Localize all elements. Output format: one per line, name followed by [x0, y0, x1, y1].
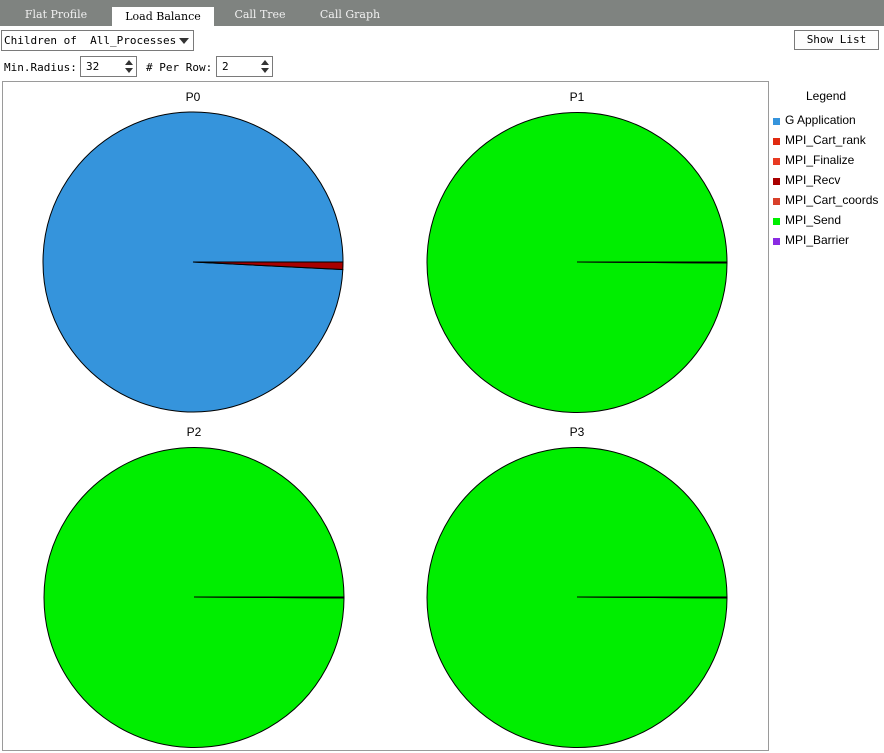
pie-slice [192, 261, 344, 271]
min-radius-spinner[interactable]: 32 [80, 56, 137, 77]
legend-swatch [773, 198, 780, 205]
pie-chart-panel: P0 P1 P2 P3 [2, 81, 769, 751]
legend-swatch [773, 118, 780, 125]
legend-label: G Application [785, 113, 856, 127]
pie-slice [576, 261, 728, 264]
pie-title: P1 [570, 90, 585, 104]
legend-swatch [773, 178, 780, 185]
legend-swatch [773, 158, 780, 165]
legend-title: Legend [806, 89, 847, 103]
legend-swatch [773, 238, 780, 245]
min-radius-label: Min.Radius: [4, 61, 77, 74]
legend-swatch [773, 218, 780, 225]
pie-slice [193, 596, 345, 599]
legend-label: MPI_Cart_rank [785, 133, 866, 147]
spin-up-icon[interactable] [125, 60, 133, 65]
per-row-label: # Per Row: [146, 61, 213, 74]
pie-slice [576, 596, 728, 599]
pie-title: P0 [186, 90, 201, 104]
tab-flat-profile[interactable]: Flat Profile [24, 8, 88, 21]
tab-load-balance[interactable]: Load Balance [112, 7, 214, 26]
min-radius-value: 32 [86, 60, 100, 73]
legend-label: MPI_Barrier [785, 233, 850, 247]
tab-bar: Flat Profile Load Balance Call Tree Call… [0, 0, 884, 26]
show-list-button[interactable]: Show List [794, 30, 879, 50]
scope-select[interactable]: Children of All_Processes [1, 30, 194, 51]
pie-title: P2 [187, 425, 202, 439]
pie-p1: P1 [426, 90, 728, 413]
legend-swatch [773, 138, 780, 145]
chevron-down-icon[interactable] [179, 38, 189, 44]
tab-call-graph[interactable]: Call Graph [319, 8, 381, 21]
legend-label: MPI_Recv [785, 173, 841, 187]
per-row-spinner[interactable]: 2 [216, 56, 273, 77]
pie-p3: P3 [426, 425, 728, 748]
pie-p0: P0 [42, 90, 344, 413]
spin-down-icon[interactable] [125, 68, 133, 73]
legend-label: MPI_Send [785, 213, 842, 227]
pie-title: P3 [570, 425, 585, 439]
scope-select-value: Children of All_Processes [4, 34, 177, 47]
pie-p2: P2 [43, 425, 345, 748]
pie-charts: P0 P1 P2 P3 [42, 90, 728, 748]
spin-up-icon[interactable] [261, 60, 269, 65]
legend-label: MPI_Finalize [785, 153, 855, 167]
legend-label: MPI_Cart_coords [785, 193, 879, 207]
tab-call-tree[interactable]: Call Tree [234, 8, 286, 21]
spin-down-icon[interactable] [261, 68, 269, 73]
per-row-value: 2 [222, 60, 229, 73]
